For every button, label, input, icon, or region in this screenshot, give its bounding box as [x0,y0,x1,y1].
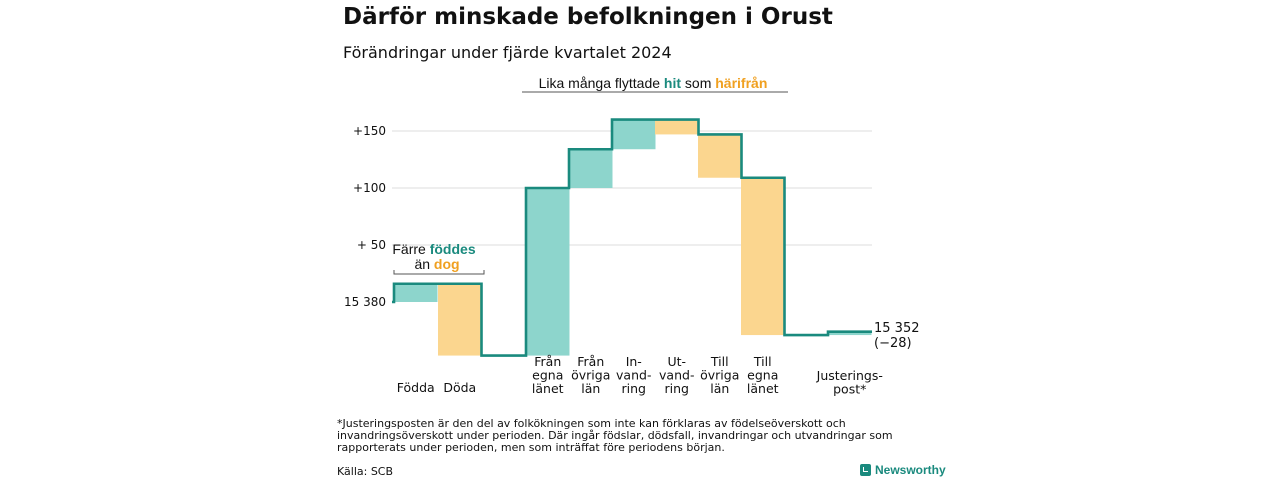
bar-6 [698,134,742,178]
source-label: Källa: SCB [337,465,394,478]
y-tick-label: + 50 [357,238,386,252]
category-label: Till egna länet [747,354,779,396]
end-change-label: (−28) [874,336,912,351]
births-annotation-line1: Färre föddes [392,241,475,257]
chart-title: Därför minskade befolkningen i Orust [343,4,833,30]
bar-7 [741,177,785,336]
category-label: Justerings-post* [816,368,883,397]
category-label: Ut-vand-ring [659,354,694,396]
footnote: *Justeringsposten är den del av folkökni… [337,417,893,454]
category-label: Födda [397,380,435,395]
bar-3 [569,149,613,188]
bar-1 [438,283,482,356]
brand-name: Newsworthy [875,463,946,477]
category-label: Från övriga län [571,354,610,396]
category-label: Till övriga län [700,354,739,396]
births-annotation-line2: än dog [414,256,459,272]
bar-4 [612,119,656,150]
bar-0 [394,283,438,302]
births-bracket [393,270,485,275]
y-tick-label: +150 [353,124,386,138]
end-value-label: 15 352 [874,321,920,336]
bar-8 [828,331,872,336]
migration-annotation: Lika många flyttade hit som härifrån [539,75,768,91]
waterfall-chart: 15 380 + 50 +100 +150 Födda Döda Från egna läne… [344,75,920,397]
step-line [392,118,872,357]
y-tick-label: +100 [353,181,386,195]
y-tick-label: 15 380 [344,295,386,309]
chart-subtitle: Förändringar under fjärde kvartalet 2024 [343,43,672,62]
category-label: Från egna länet [532,354,564,396]
bar-2 [526,188,570,356]
bar-5 [655,119,699,135]
newsworthy-logo-icon [860,464,871,476]
category-label: Döda [443,380,476,395]
brand-logo: Newsworthy [860,463,946,477]
category-label: In-vand-ring [616,354,651,396]
